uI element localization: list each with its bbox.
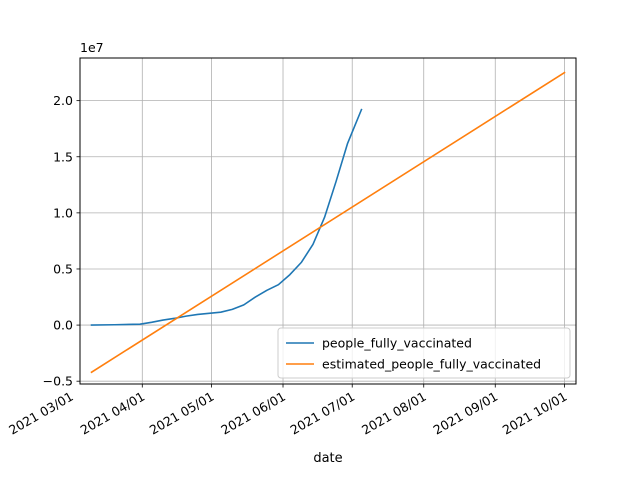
plot-area-frame — [79, 57, 577, 385]
x-tick-label: 2021 07/01 — [288, 389, 358, 438]
x-tick-label: 2021 03/01 — [6, 389, 76, 438]
x-tick-label: 2021 10/01 — [500, 389, 570, 438]
y-tick-label: 0.0 — [53, 318, 73, 333]
x-axis-title: date — [313, 451, 342, 466]
x-tick-label: 2021 06/01 — [218, 389, 288, 438]
y-tick-label: 2.0 — [53, 93, 73, 108]
y-offset-label: 1e7 — [80, 40, 104, 55]
x-tick-label: 2021 04/01 — [78, 389, 148, 438]
legend-label: people_fully_vaccinated — [322, 336, 472, 351]
y-tick-label: −0.5 — [43, 374, 73, 389]
y-tick-label: 0.5 — [53, 261, 73, 276]
y-tick-label: 1.5 — [53, 149, 73, 164]
legend-label: estimated_people_fully_vaccinated — [322, 357, 541, 372]
y-tick-label: 1.0 — [53, 205, 73, 220]
x-tick-label: 2021 09/01 — [431, 389, 501, 438]
x-axis: 2021 03/01 2021 04/01 2021 05/01 2021 06/01… — [6, 384, 569, 438]
y-axis: −0.5 0.0 0.5 1.0 1.5 2.0 — [43, 93, 80, 389]
x-tick-label: 2021 05/01 — [147, 389, 217, 438]
x-tick-label: 2021 08/01 — [359, 389, 429, 438]
series-line-people-fully-vaccinated — [90, 108, 363, 326]
series-layer — [90, 71, 566, 374]
series-line-estimated-people-fully-vaccinated — [90, 71, 566, 374]
legend: people_fully_vaccinated estimated_people_… — [277, 327, 571, 379]
legend-box — [277, 327, 571, 379]
grid-lines — [80, 58, 576, 384]
